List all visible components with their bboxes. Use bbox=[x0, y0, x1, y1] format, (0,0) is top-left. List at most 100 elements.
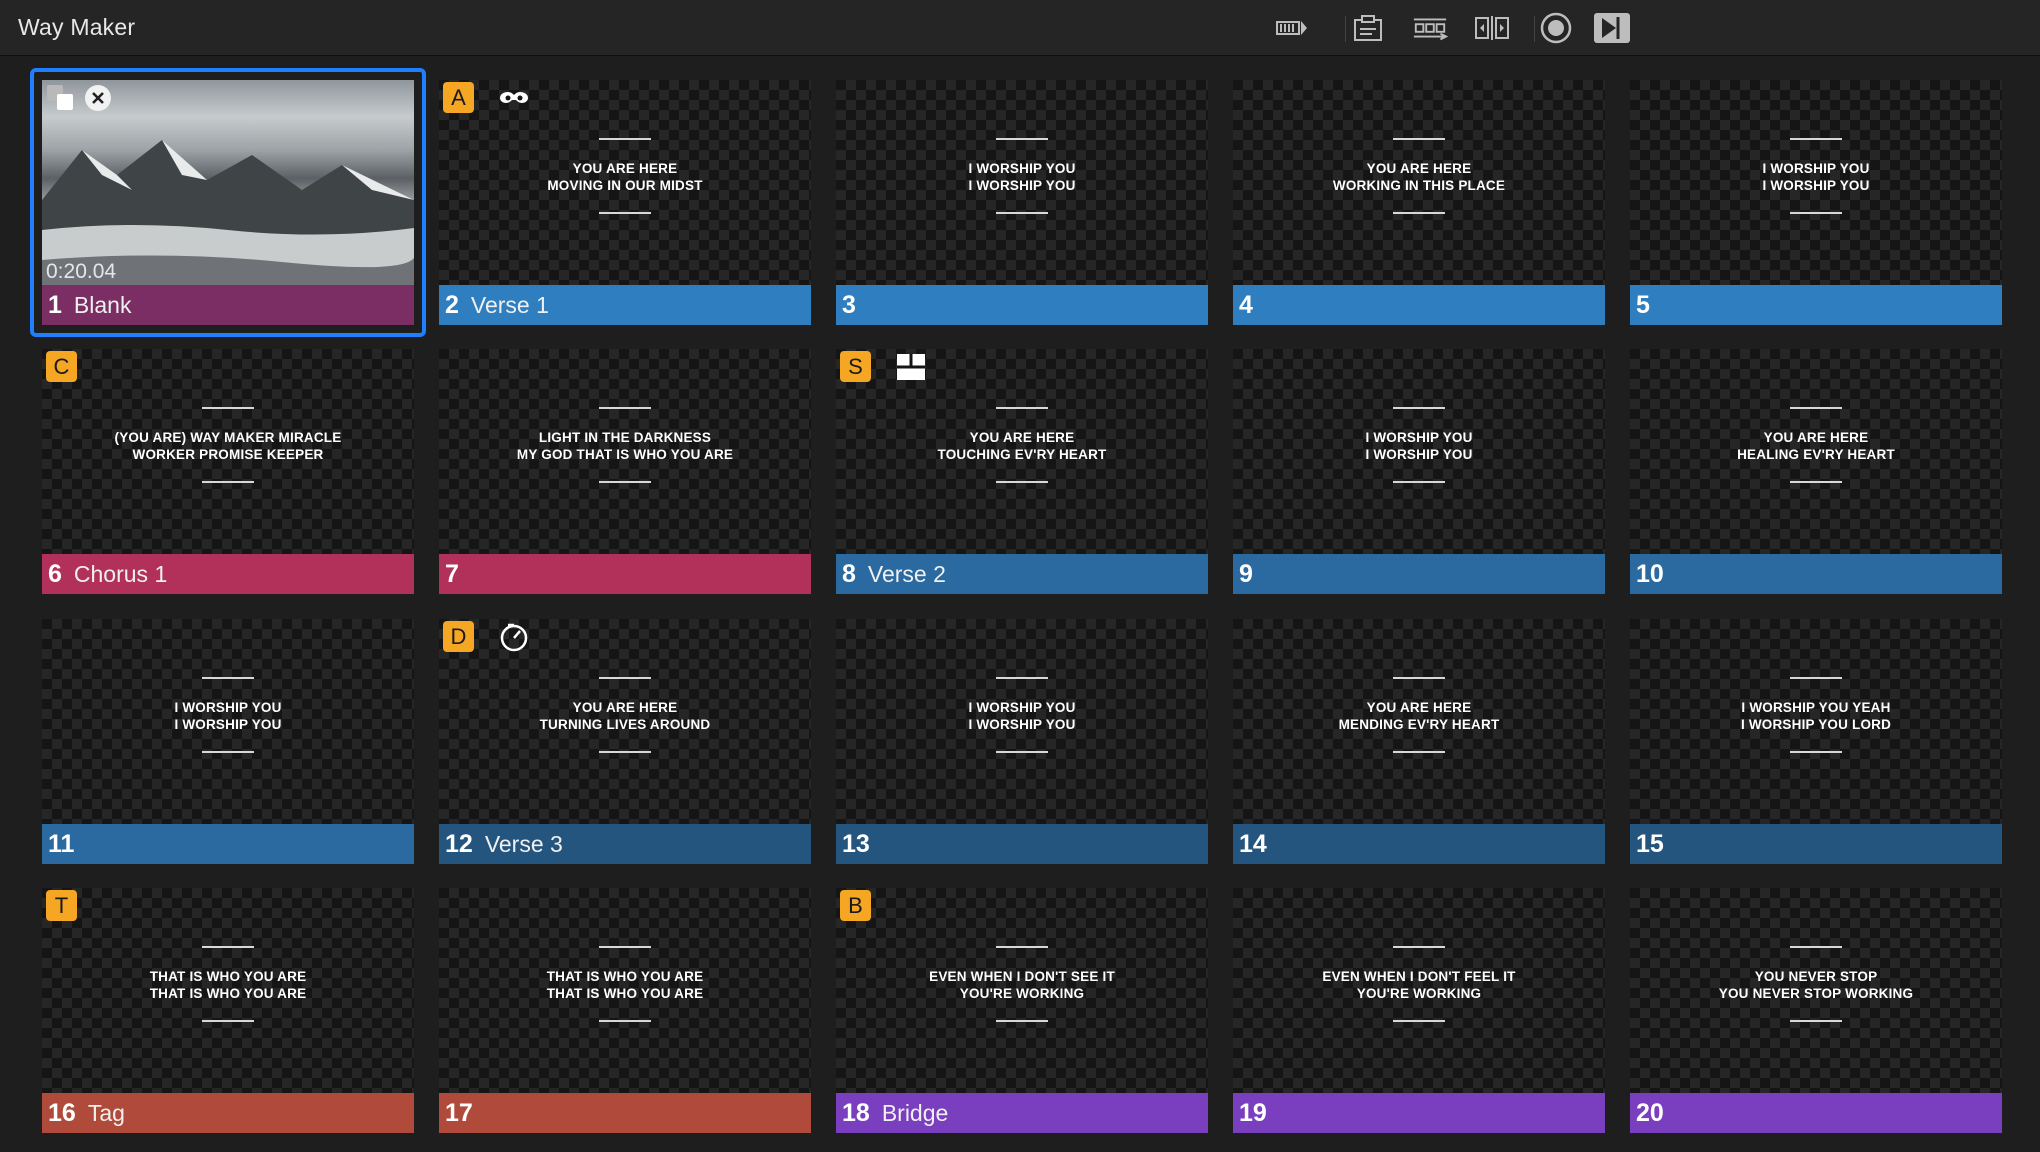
slide-number: 17 bbox=[445, 1098, 473, 1127]
slide-thumbnail: I WORSHIP YOU I WORSHIP YOU bbox=[836, 619, 1208, 824]
slide-number: 8 bbox=[842, 559, 856, 588]
lyric-rule-top bbox=[202, 677, 254, 679]
hotkey-badge: T bbox=[46, 890, 77, 921]
lyric-rule-bottom bbox=[996, 481, 1048, 483]
slide-number: 12 bbox=[445, 829, 473, 858]
lyric-rule-top bbox=[1393, 946, 1445, 948]
lyric-line-2: HEALING EV'RY HEART bbox=[1737, 447, 1895, 462]
lyric-line-2: WORKER PROMISE KEEPER bbox=[132, 447, 324, 462]
slide-label: 1 Blank bbox=[42, 285, 414, 325]
lyric-line-1: I WORSHIP YOU bbox=[1365, 430, 1473, 445]
slide-3[interactable]: I WORSHIP YOU I WORSHIP YOU 3 bbox=[836, 80, 1208, 325]
lyric-line-2: I WORSHIP YOU bbox=[968, 717, 1076, 732]
lyric-line-2: I WORSHIP YOU bbox=[968, 178, 1076, 193]
close-icon[interactable] bbox=[84, 84, 112, 112]
slide-11[interactable]: I WORSHIP YOU I WORSHIP YOU 11 bbox=[42, 619, 414, 864]
slide-thumbnail: I WORSHIP YOU I WORSHIP YOU bbox=[1233, 349, 1605, 554]
slide-label: 10 bbox=[1630, 554, 2002, 594]
lyric-line-1: YOU ARE HERE bbox=[1366, 700, 1472, 715]
hotkey-badge: B bbox=[840, 890, 871, 921]
slide-thumbnail: 0:20.04 bbox=[42, 80, 414, 285]
lyric-line-1: YOU ARE HERE bbox=[572, 700, 678, 715]
lyric-line-1: EVEN WHEN I DON'T SEE IT bbox=[929, 969, 1115, 984]
slide-lyrics: (YOU ARE) WAY MAKER MIRACLE WORKER PROMIS… bbox=[42, 407, 414, 483]
slide-number: 11 bbox=[48, 829, 75, 858]
lyric-rule-bottom bbox=[202, 1020, 254, 1022]
lyric-line-2: YOU'RE WORKING bbox=[959, 986, 1085, 1001]
slide-9[interactable]: I WORSHIP YOU I WORSHIP YOU 9 bbox=[1233, 349, 1605, 594]
slide-thumbnail: YOU NEVER STOP YOU NEVER STOP WORKING bbox=[1630, 888, 2002, 1093]
slide-16[interactable]: THAT IS WHO YOU ARE THAT IS WHO YOU ARE 16… bbox=[42, 888, 414, 1133]
slide-number: 5 bbox=[1636, 290, 1650, 319]
slide-1[interactable]: 0:20.04 1 Blank bbox=[30, 68, 426, 337]
slide-20[interactable]: YOU NEVER STOP YOU NEVER STOP WORKING 20 bbox=[1630, 888, 2002, 1133]
target-icon[interactable] bbox=[1538, 12, 1574, 44]
slide-5[interactable]: I WORSHIP YOU I WORSHIP YOU 5 bbox=[1630, 80, 2002, 325]
slide-18[interactable]: EVEN WHEN I DON'T SEE IT YOU'RE WORKING 18… bbox=[836, 888, 1208, 1133]
lyric-rule-top bbox=[1790, 677, 1842, 679]
lyric-line-2: THAT IS WHO YOU ARE bbox=[149, 986, 307, 1001]
play-forward-icon[interactable] bbox=[1594, 12, 1630, 44]
layout-icon bbox=[894, 351, 928, 383]
slide-7[interactable]: LIGHT IN THE DARKNESS MY GOD THAT IS WHO … bbox=[439, 349, 811, 594]
lyric-rule-bottom bbox=[599, 1020, 651, 1022]
slide-2[interactable]: YOU ARE HERE MOVING IN OUR MIDST 2 Verse 1 A bbox=[439, 80, 811, 325]
slide-thumbnail: THAT IS WHO YOU ARE THAT IS WHO YOU ARE bbox=[439, 888, 811, 1093]
lyric-line-2: I WORSHIP YOU bbox=[1762, 178, 1870, 193]
slide-8[interactable]: YOU ARE HERE TOUCHING EV'RY HEART 8 Verse 2… bbox=[836, 349, 1208, 594]
slide-thumbnail: YOU ARE HERE TOUCHING EV'RY HEART bbox=[836, 349, 1208, 554]
slide-19[interactable]: EVEN WHEN I DON'T FEEL IT YOU'RE WORKING 1… bbox=[1233, 888, 1605, 1133]
clipboard-icon[interactable] bbox=[1350, 12, 1386, 44]
slide-number: 6 bbox=[48, 559, 62, 588]
lyric-rule-bottom bbox=[996, 751, 1048, 753]
slide-14[interactable]: YOU ARE HERE MENDING EV'RY HEART 14 bbox=[1233, 619, 1605, 864]
copy-icon[interactable] bbox=[46, 84, 76, 112]
lyric-rule-top bbox=[599, 407, 651, 409]
lyric-rule-bottom bbox=[202, 481, 254, 483]
slide-thumbnail: YOU ARE HERE MOVING IN OUR MIDST bbox=[439, 80, 811, 285]
slide-label: 3 bbox=[836, 285, 1208, 325]
slide-10[interactable]: YOU ARE HERE HEALING EV'RY HEART 10 bbox=[1630, 349, 2002, 594]
slide-number: 15 bbox=[1636, 829, 1664, 858]
slide-17[interactable]: THAT IS WHO YOU ARE THAT IS WHO YOU ARE 17 bbox=[439, 888, 811, 1133]
slide-label: 14 bbox=[1233, 824, 1605, 864]
lyric-line-1: LIGHT IN THE DARKNESS bbox=[538, 430, 712, 445]
selection-frame bbox=[30, 68, 426, 337]
sequence-icon[interactable] bbox=[1412, 12, 1448, 44]
slide-12[interactable]: YOU ARE HERE TURNING LIVES AROUND 12 Verse … bbox=[439, 619, 811, 864]
slide-label: 5 bbox=[1630, 285, 2002, 325]
slide-thumbnail: I WORSHIP YOU YEAH I WORSHIP YOU LORD bbox=[1630, 619, 2002, 824]
lyric-line-2: MENDING EV'RY HEART bbox=[1338, 717, 1500, 732]
slide-number: 18 bbox=[842, 1098, 870, 1127]
title-bar: Way Maker bbox=[0, 0, 2040, 56]
slide-6[interactable]: (YOU ARE) WAY MAKER MIRACLE WORKER PROMIS… bbox=[42, 349, 414, 594]
slide-group-name: Verse 1 bbox=[470, 291, 549, 318]
slide-lyrics: YOU ARE HERE TURNING LIVES AROUND bbox=[439, 677, 811, 753]
slide-lyrics: THAT IS WHO YOU ARE THAT IS WHO YOU ARE bbox=[439, 946, 811, 1022]
lyric-line-2: YOU NEVER STOP WORKING bbox=[1718, 986, 1914, 1001]
slide-number: 14 bbox=[1239, 829, 1267, 858]
slide-number: 1 bbox=[48, 290, 62, 319]
slide-15[interactable]: I WORSHIP YOU YEAH I WORSHIP YOU LORD 15 bbox=[1630, 619, 2002, 864]
lyric-line-2: THAT IS WHO YOU ARE bbox=[546, 986, 704, 1001]
slide-label: 19 bbox=[1233, 1093, 1605, 1133]
slide-group-name: Blank bbox=[73, 291, 132, 318]
lyric-rule-top bbox=[1790, 407, 1842, 409]
lyric-line-1: I WORSHIP YOU bbox=[968, 700, 1076, 715]
slide-group-name: Verse 2 bbox=[867, 560, 946, 587]
slide-label: 7 bbox=[439, 554, 811, 594]
slide-thumbnail: EVEN WHEN I DON'T FEEL IT YOU'RE WORKING bbox=[1233, 888, 1605, 1093]
lyric-line-2: YOU'RE WORKING bbox=[1356, 986, 1482, 1001]
slide-13[interactable]: I WORSHIP YOU I WORSHIP YOU 13 bbox=[836, 619, 1208, 864]
lyric-rule-top bbox=[1393, 407, 1445, 409]
slide-4[interactable]: YOU ARE HERE WORKING IN THIS PLACE 4 bbox=[1233, 80, 1605, 325]
hotkey-badge: C bbox=[46, 351, 77, 382]
lyric-line-1: I WORSHIP YOU bbox=[968, 161, 1076, 176]
lyric-line-1: I WORSHIP YOU bbox=[1762, 161, 1870, 176]
slide-label: 2 Verse 1 bbox=[439, 285, 811, 325]
lyric-rule-top bbox=[599, 138, 651, 140]
timeline-icon[interactable] bbox=[1274, 12, 1310, 44]
lyric-line-1: YOU NEVER STOP bbox=[1754, 969, 1878, 984]
slide-thumbnail: YOU ARE HERE WORKING IN THIS PLACE bbox=[1233, 80, 1605, 285]
split-icon[interactable] bbox=[1474, 12, 1510, 44]
